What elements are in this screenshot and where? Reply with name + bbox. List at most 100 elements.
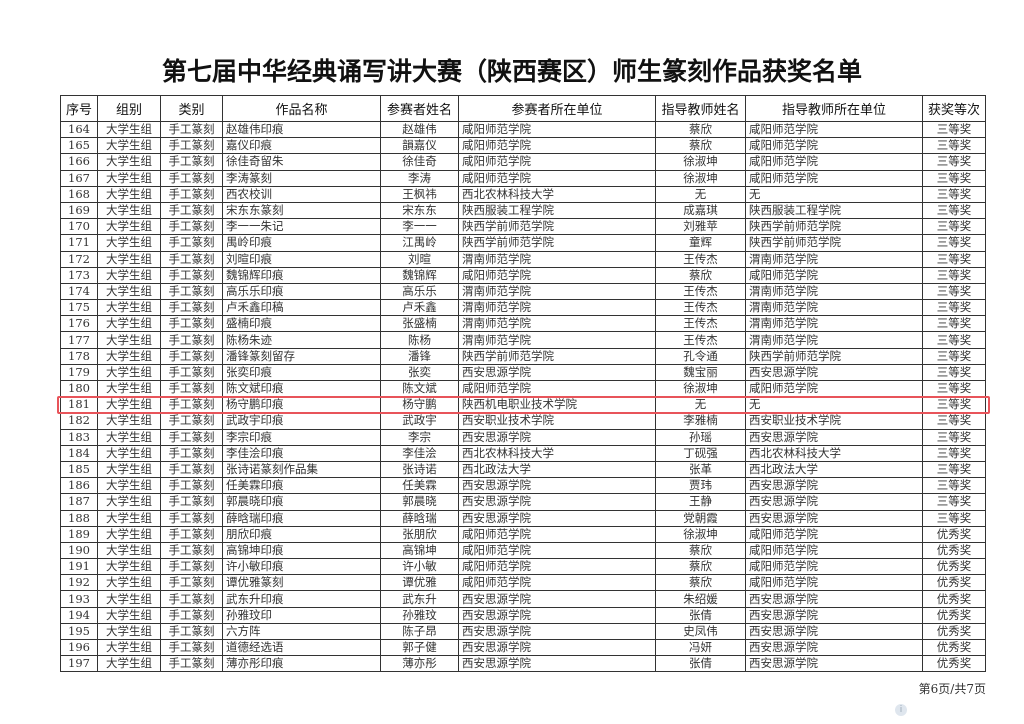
cell-index: 173 <box>60 266 98 284</box>
cell-work-title: 嘉仪印痕 <box>222 137 381 155</box>
cell-participant: 谭优雅 <box>380 574 459 592</box>
cell-participant-unit: 陕西学前师范学院 <box>458 218 656 236</box>
cell-participant: 刘暄 <box>380 250 459 268</box>
cell-teacher: 王传杰 <box>655 282 746 301</box>
cell-work-title: 武政宇印痕 <box>222 412 381 430</box>
cell-index: 193 <box>60 590 98 608</box>
cell-award: 优秀奖 <box>922 606 986 624</box>
cell-participant-unit: 西安思源学院 <box>458 638 656 657</box>
cell-participant: 薛晗瑞 <box>380 509 459 527</box>
cell-index: 170 <box>60 218 98 236</box>
cell-work-title: 陈文斌印痕 <box>222 379 381 398</box>
cell-participant-unit: 陕西机电职业技术学院 <box>458 396 656 414</box>
cell-teacher: 蔡欣 <box>655 120 746 139</box>
cell-participant: 武政宇 <box>380 412 459 430</box>
cell-group: 大学生组 <box>97 266 161 284</box>
cell-participant: 李涛 <box>380 169 459 187</box>
cell-teacher: 徐淑坤 <box>655 169 746 187</box>
cell-teacher-unit: 西北政法大学 <box>745 460 923 479</box>
cell-work-title: 朋欣印痕 <box>222 525 381 543</box>
cell-participant: 许小敏 <box>380 558 459 576</box>
cell-participant: 武东升 <box>380 590 459 608</box>
cell-teacher: 蔡欣 <box>655 137 746 155</box>
cell-participant-unit: 西安思源学院 <box>458 477 656 495</box>
table-row: 192 大学生组 手工篆刻 谭优雅篆刻 谭优雅 咸阳师范学院 蔡欣 咸阳师范学院 优秀奖 <box>60 574 986 592</box>
table-row: 185 大学生组 手工篆刻 张诗诺篆刻作品集 张诗诺 西北政法大学 张革 西北政法大学 三等奖 <box>60 460 986 479</box>
table-row: 166 大学生组 手工篆刻 徐佳奇留朱 徐佳奇 咸阳师范学院 徐淑坤 咸阳师范学院 三等奖 <box>60 153 986 171</box>
cell-participant-unit: 西安职业技术学院 <box>458 412 656 430</box>
cell-participant-unit: 西安思源学院 <box>458 509 656 527</box>
cell-award: 三等奖 <box>922 250 986 268</box>
cell-participant: 赵雄伟 <box>380 120 459 139</box>
cell-teacher-unit: 渭南师范学院 <box>745 250 923 268</box>
cell-participant: 王枫祎 <box>380 185 459 203</box>
cell-teacher-unit: 西安思源学院 <box>745 638 923 657</box>
cell-teacher: 张倩 <box>655 606 746 624</box>
cell-category: 手工篆刻 <box>160 606 223 624</box>
cell-teacher-unit: 咸阳师范学院 <box>745 137 923 155</box>
cell-teacher-unit: 西安思源学院 <box>745 363 923 382</box>
cell-teacher-unit: 西安思源学院 <box>745 493 923 511</box>
cell-teacher-unit: 咸阳师范学院 <box>745 266 923 284</box>
cell-participant: 高乐乐 <box>380 282 459 301</box>
cell-teacher-unit: 咸阳师范学院 <box>745 120 923 139</box>
table-row: 168 大学生组 手工篆刻 西农校训 王枫祎 西北农林科技大学无无三等奖 <box>60 185 986 203</box>
table-row: 181 大学生组 手工篆刻 杨守鹏印痕 杨守鹏 陕西机电职业技术学院无无三等奖 <box>60 396 986 414</box>
cell-index: 190 <box>60 541 98 560</box>
cell-participant: 郭晨晓 <box>380 493 459 511</box>
cell-index: 194 <box>60 606 98 624</box>
cell-award: 三等奖 <box>922 444 986 462</box>
cell-teacher-unit: 咸阳师范学院 <box>745 169 923 187</box>
cell-teacher-unit: 无 <box>745 396 923 414</box>
cell-participant-unit: 西安思源学院 <box>458 606 656 624</box>
cell-teacher-unit: 西安思源学院 <box>745 606 923 624</box>
cell-award: 优秀奖 <box>922 558 986 576</box>
table-row: 170 大学生组 手工篆刻 李一一朱记 李一一 陕西学前师范学院 刘雅苹 陕西学前师范学院 三等… <box>60 218 986 236</box>
cell-group: 大学生组 <box>97 201 161 220</box>
table-row: 187 大学生组 手工篆刻 郭晨晓印痕 郭晨晓 西安思源学院 王静 西安思源学院 三等奖 <box>60 493 986 511</box>
cell-participant-unit: 西北政法大学 <box>458 460 656 479</box>
info-icon[interactable]: i <box>895 704 907 716</box>
cell-index: 186 <box>60 477 98 495</box>
cell-group: 大学生组 <box>97 638 161 657</box>
cell-teacher-unit: 咸阳师范学院 <box>745 541 923 560</box>
cell-work-title: 谭优雅篆刻 <box>222 574 381 592</box>
cell-award: 三等奖 <box>922 120 986 139</box>
cell-index: 166 <box>60 153 98 171</box>
document-title: 第七届中华经典诵写讲大赛（陕西赛区）师生篆刻作品获奖名单 <box>161 57 862 86</box>
table-row: 191 大学生组 手工篆刻 许小敏印痕 许小敏 咸阳师范学院 蔡欣 咸阳师范学院 优秀奖 <box>60 558 986 576</box>
cell-category: 手工篆刻 <box>160 428 223 446</box>
cell-category: 手工篆刻 <box>160 137 223 155</box>
cell-participant-unit: 咸阳师范学院 <box>458 120 656 139</box>
cell-participant-unit: 渭南师范学院 <box>458 315 656 333</box>
table-row: 197 大学生组 手工篆刻 薄亦彤印痕 薄亦彤 西安思源学院 张倩 西安思源学院 优秀奖 <box>60 655 986 673</box>
cell-award: 三等奖 <box>922 137 986 155</box>
cell-category: 手工篆刻 <box>160 363 223 382</box>
cell-work-title: 孙雅玟印 <box>222 606 381 624</box>
cell-category: 手工篆刻 <box>160 250 223 268</box>
cell-award: 三等奖 <box>922 509 986 527</box>
cell-teacher: 张革 <box>655 460 746 479</box>
cell-index: 188 <box>60 509 98 527</box>
cell-teacher: 徐淑坤 <box>655 153 746 171</box>
cell-category: 手工篆刻 <box>160 234 223 252</box>
cell-teacher-unit: 陕西服装工程学院 <box>745 201 923 220</box>
cell-teacher-unit: 渭南师范学院 <box>745 331 923 349</box>
table-row: 190 大学生组 手工篆刻 高锦坤印痕 高锦坤 咸阳师范学院 蔡欣 咸阳师范学院 优秀奖 <box>60 541 986 560</box>
cell-work-title: 李涛篆刻 <box>222 169 381 187</box>
cell-index: 175 <box>60 299 98 317</box>
cell-participant-unit: 咸阳师范学院 <box>458 153 656 171</box>
column-header-group: 组别 <box>97 95 161 122</box>
table-row: 176 大学生组 手工篆刻 盛楠印痕 张盛楠 渭南师范学院 王传杰 渭南师范学院 三等奖 <box>60 315 986 333</box>
table-row: 177 大学生组 手工篆刻 陈杨朱迹 陈杨 渭南师范学院 王传杰 渭南师范学院 三等奖 <box>60 331 986 349</box>
cell-work-title: 高锦坤印痕 <box>222 541 381 560</box>
cell-index: 171 <box>60 234 98 252</box>
column-header-category: 类别 <box>160 95 223 122</box>
cell-participant: 薄亦彤 <box>380 655 459 673</box>
cell-work-title: 杨守鹏印痕 <box>222 396 381 414</box>
cell-index: 185 <box>60 460 98 479</box>
cell-participant-unit: 咸阳师范学院 <box>458 137 656 155</box>
cell-work-title: 魏锦辉印痕 <box>222 266 381 284</box>
cell-teacher: 蔡欣 <box>655 558 746 576</box>
cell-group: 大学生组 <box>97 428 161 446</box>
